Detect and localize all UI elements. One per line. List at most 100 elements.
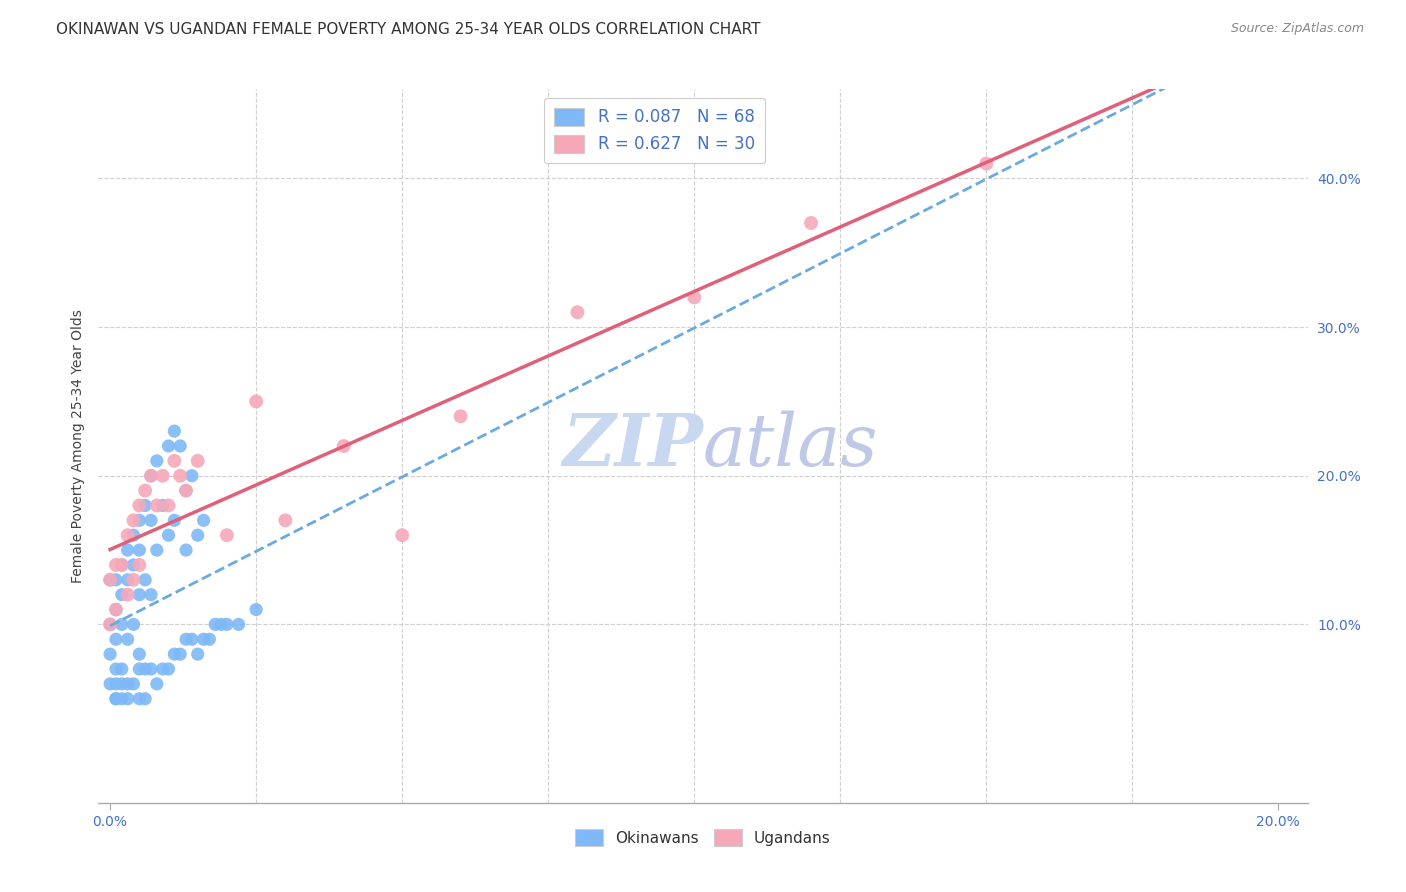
Point (146, 499, 169, 513)
Point (104, 558, 127, 572)
Point (163, 454, 186, 468)
Point (683, 290, 706, 304)
Point (169, 647, 191, 661)
Point (193, 513, 215, 527)
Point (98, 617, 121, 632)
Point (152, 468, 174, 483)
Point (98, 647, 121, 661)
Point (122, 573, 145, 587)
Point (146, 543, 169, 558)
Point (111, 588, 134, 602)
Point (128, 558, 150, 572)
Point (974, 156, 997, 170)
Point (163, 647, 186, 661)
Point (104, 602, 127, 616)
Point (174, 543, 197, 558)
Point (198, 632, 221, 647)
Point (187, 528, 209, 542)
Point (98, 573, 121, 587)
Point (104, 602, 127, 616)
Point (122, 528, 145, 542)
Point (180, 632, 202, 647)
Point (163, 424, 186, 438)
Point (111, 558, 134, 572)
Point (117, 588, 139, 602)
Point (117, 632, 139, 647)
Point (134, 573, 156, 587)
Point (187, 454, 209, 468)
Text: Source: ZipAtlas.com: Source: ZipAtlas.com (1230, 22, 1364, 36)
Point (139, 468, 162, 483)
Text: ZIP: ZIP (562, 410, 703, 482)
Point (228, 617, 250, 632)
Point (152, 499, 174, 513)
Point (104, 677, 127, 691)
Point (139, 468, 162, 483)
Text: OKINAWAN VS UGANDAN FEMALE POVERTY AMONG 25-34 YEAR OLDS CORRELATION CHART: OKINAWAN VS UGANDAN FEMALE POVERTY AMONG… (56, 22, 761, 37)
Point (128, 662, 150, 676)
Point (117, 528, 139, 542)
Legend: Okinawans, Ugandans: Okinawans, Ugandans (569, 823, 837, 852)
Point (128, 499, 150, 513)
Point (128, 647, 150, 661)
Point (169, 468, 191, 483)
Point (146, 454, 169, 468)
Point (163, 513, 186, 527)
Point (128, 588, 150, 602)
Point (187, 647, 209, 661)
Point (157, 528, 180, 542)
Point (174, 483, 197, 498)
Point (117, 573, 139, 587)
Point (104, 573, 127, 587)
Point (98, 573, 121, 587)
Point (104, 691, 127, 706)
Point (157, 662, 180, 676)
Point (332, 439, 354, 453)
Point (800, 216, 823, 230)
Point (169, 439, 191, 453)
Point (215, 617, 238, 632)
Point (193, 632, 215, 647)
Point (111, 662, 134, 676)
Point (245, 602, 267, 616)
Point (111, 617, 134, 632)
Point (215, 528, 238, 542)
Point (111, 677, 134, 691)
Point (122, 677, 145, 691)
Point (245, 394, 267, 409)
Point (134, 691, 156, 706)
Y-axis label: Female Poverty Among 25-34 Year Olds: Female Poverty Among 25-34 Year Olds (70, 309, 84, 583)
Point (122, 558, 145, 572)
Point (122, 617, 145, 632)
Point (128, 513, 150, 527)
Point (134, 662, 156, 676)
Point (128, 543, 150, 558)
Point (139, 513, 162, 527)
Point (152, 662, 174, 676)
Point (117, 677, 139, 691)
Point (174, 483, 197, 498)
Point (98, 677, 121, 691)
Point (134, 483, 156, 498)
Point (209, 617, 232, 632)
Text: atlas: atlas (703, 410, 879, 482)
Point (204, 617, 226, 632)
Point (450, 409, 472, 424)
Point (391, 528, 413, 542)
Point (567, 305, 589, 319)
Point (128, 691, 150, 706)
Point (104, 662, 127, 676)
Point (104, 691, 127, 706)
Point (139, 662, 162, 676)
Point (98, 617, 121, 632)
Point (157, 499, 180, 513)
Point (111, 558, 134, 572)
Point (180, 468, 202, 483)
Point (117, 691, 139, 706)
Point (157, 439, 180, 453)
Point (134, 499, 156, 513)
Point (122, 513, 145, 527)
Point (117, 543, 139, 558)
Point (104, 632, 127, 647)
Point (174, 632, 197, 647)
